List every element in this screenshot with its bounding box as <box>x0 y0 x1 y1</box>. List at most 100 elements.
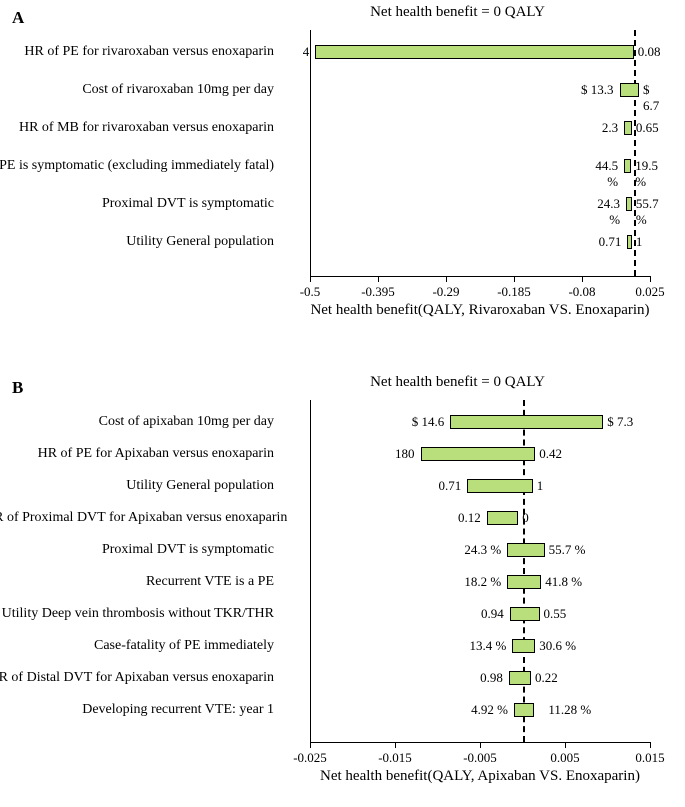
x-tick <box>650 276 651 282</box>
row-value-right: 0.65 <box>636 120 659 136</box>
row-value-left: 2.3 <box>602 120 618 136</box>
row-label: Proximal DVT is symptomatic <box>0 542 274 558</box>
tornado-bar <box>450 415 603 429</box>
tornado-row: HR of PE for rivaroxaban versus enoxapar… <box>310 42 650 66</box>
row-value-right: 11.28 % <box>548 702 591 718</box>
x-tick-label: -0.005 <box>463 750 497 766</box>
x-tick-label: -0.08 <box>568 284 595 300</box>
row-value-left: 4.92 % <box>471 702 508 718</box>
row-label: Developing recurrent VTE: year 1 <box>0 702 274 718</box>
row-value-left: 4 <box>303 44 310 60</box>
tornado-bar <box>624 121 632 135</box>
row-label: PE is symptomatic (excluding immediately… <box>0 158 274 174</box>
x-tick-label: 0.005 <box>550 750 579 766</box>
row-value-left: $ 14.6 <box>412 414 445 430</box>
row-label: Utility General population <box>0 234 274 250</box>
y-axis <box>310 400 311 742</box>
tornado-bar <box>512 639 535 653</box>
x-axis-title: Net health benefit(QALY, Apixaban VS. En… <box>310 768 650 785</box>
tornado-row: Developing recurrent VTE: year 14.92 %11… <box>310 700 650 724</box>
tornado-bar <box>487 511 518 525</box>
tornado-row: Proximal DVT is symptomatic24.3 %55.7 % <box>310 540 650 564</box>
tornado-bar <box>620 83 639 97</box>
tornado-bar <box>421 447 536 461</box>
tornado-row: PE is symptomatic (excluding immediately… <box>310 156 650 180</box>
row-value-right: 0.55 <box>544 606 567 622</box>
x-tick-label: 0.025 <box>635 284 664 300</box>
tornado-bar <box>509 671 531 685</box>
row-value-right: 0.08 <box>638 44 661 60</box>
row-label: Case-fatality of PE immediately <box>0 638 274 654</box>
x-tick <box>480 742 481 748</box>
row-value-right: $ 6.7 <box>643 82 659 114</box>
row-value-right: 1 <box>636 234 643 250</box>
x-tick-label: -0.5 <box>300 284 321 300</box>
row-value-left: 18.2 % <box>464 574 501 590</box>
row-label: Proximal DVT is symptomatic <box>0 196 274 212</box>
x-axis <box>310 276 650 277</box>
row-value-left: 0.71 <box>439 478 462 494</box>
row-label: Utility General population <box>0 478 274 494</box>
x-tick-label: -0.29 <box>432 284 459 300</box>
row-value-right: 0.22 <box>535 670 558 686</box>
tornado-row: Recurrent VTE is a PE18.2 %41.8 % <box>310 572 650 596</box>
tornado-row: Case-fatality of PE immediately13.4 %30.… <box>310 636 650 660</box>
row-value-left: 13.4 % <box>469 638 506 654</box>
x-tick <box>310 742 311 748</box>
x-tick-label: -0.015 <box>378 750 412 766</box>
tornado-row: HR of MB for rivaroxaban versus enoxapar… <box>310 118 650 142</box>
row-label: Utility Deep vein thrombosis without TKR… <box>0 606 274 622</box>
x-tick <box>446 276 447 282</box>
tornado-row: HR of Distal DVT for Apixaban versus eno… <box>310 668 650 692</box>
tornado-chart-a: HR of PE for rivaroxaban versus enoxapar… <box>310 30 650 330</box>
tornado-bar <box>507 575 541 589</box>
row-value-left: 24.3 % <box>590 196 620 228</box>
row-label: HR of Distal DVT for Apixaban versus eno… <box>0 670 274 686</box>
row-value-left: 44.5 % <box>586 158 618 190</box>
row-value-left: 180 <box>395 446 415 462</box>
row-value-left: 0.94 <box>481 606 504 622</box>
x-tick-label: -0.025 <box>293 750 327 766</box>
row-value-right: $ 7.3 <box>607 414 633 430</box>
row-value-left: 0.71 <box>599 234 622 250</box>
tornado-bar <box>624 159 631 173</box>
row-label: HR of PE for Apixaban versus enoxaparin <box>0 446 274 462</box>
row-label: HR of PE for rivaroxaban versus enoxapar… <box>0 44 274 60</box>
tornado-row: Utility General population0.711 <box>310 232 650 256</box>
row-value-left: 0.98 <box>480 670 503 686</box>
x-tick <box>310 276 311 282</box>
x-tick-label: 0.015 <box>635 750 664 766</box>
tornado-bar <box>315 45 634 59</box>
row-value-left: $ 13.3 <box>581 82 614 98</box>
row-value-left: 24.3 % <box>464 542 501 558</box>
tornado-chart-b: Cost of apixaban 10mg per day$ 14.6$ 7.3… <box>310 400 650 800</box>
y-axis <box>310 30 311 276</box>
x-tick <box>650 742 651 748</box>
tornado-row: Cost of apixaban 10mg per day$ 14.6$ 7.3 <box>310 412 650 436</box>
tornado-bar <box>514 703 534 717</box>
row-value-right: 19.5 % <box>635 158 658 190</box>
row-label: HR of Proximal DVT for Apixaban versus e… <box>0 510 274 526</box>
x-tick <box>582 276 583 282</box>
row-value-right: 41.8 % <box>545 574 582 590</box>
x-tick <box>395 742 396 748</box>
tornado-bar <box>467 479 532 493</box>
tornado-bar <box>627 235 632 249</box>
tornado-row: Proximal DVT is symptomatic24.3 %55.7 % <box>310 194 650 218</box>
tornado-row: Cost of rivaroxaban 10mg per day$ 13.3$ … <box>310 80 650 104</box>
row-value-left: 0.12 <box>458 510 481 526</box>
row-value-right: 1 <box>537 478 544 494</box>
row-label: Cost of rivaroxaban 10mg per day <box>0 82 274 98</box>
x-tick <box>514 276 515 282</box>
chart-b-title: Net health benefit = 0 QALY <box>0 374 685 391</box>
tornado-row: HR of Proximal DVT for Apixaban versus e… <box>310 508 650 532</box>
tornado-bar <box>507 543 544 557</box>
tornado-bar <box>510 607 540 621</box>
row-value-right: 55.7 % <box>549 542 586 558</box>
row-value-right: 30.6 % <box>539 638 576 654</box>
row-label: Recurrent VTE is a PE <box>0 574 274 590</box>
tornado-bar <box>626 197 632 211</box>
tornado-row: HR of PE for Apixaban versus enoxaparin1… <box>310 444 650 468</box>
row-value-right: 55.7 % <box>636 196 659 228</box>
x-tick-label: -0.185 <box>497 284 531 300</box>
